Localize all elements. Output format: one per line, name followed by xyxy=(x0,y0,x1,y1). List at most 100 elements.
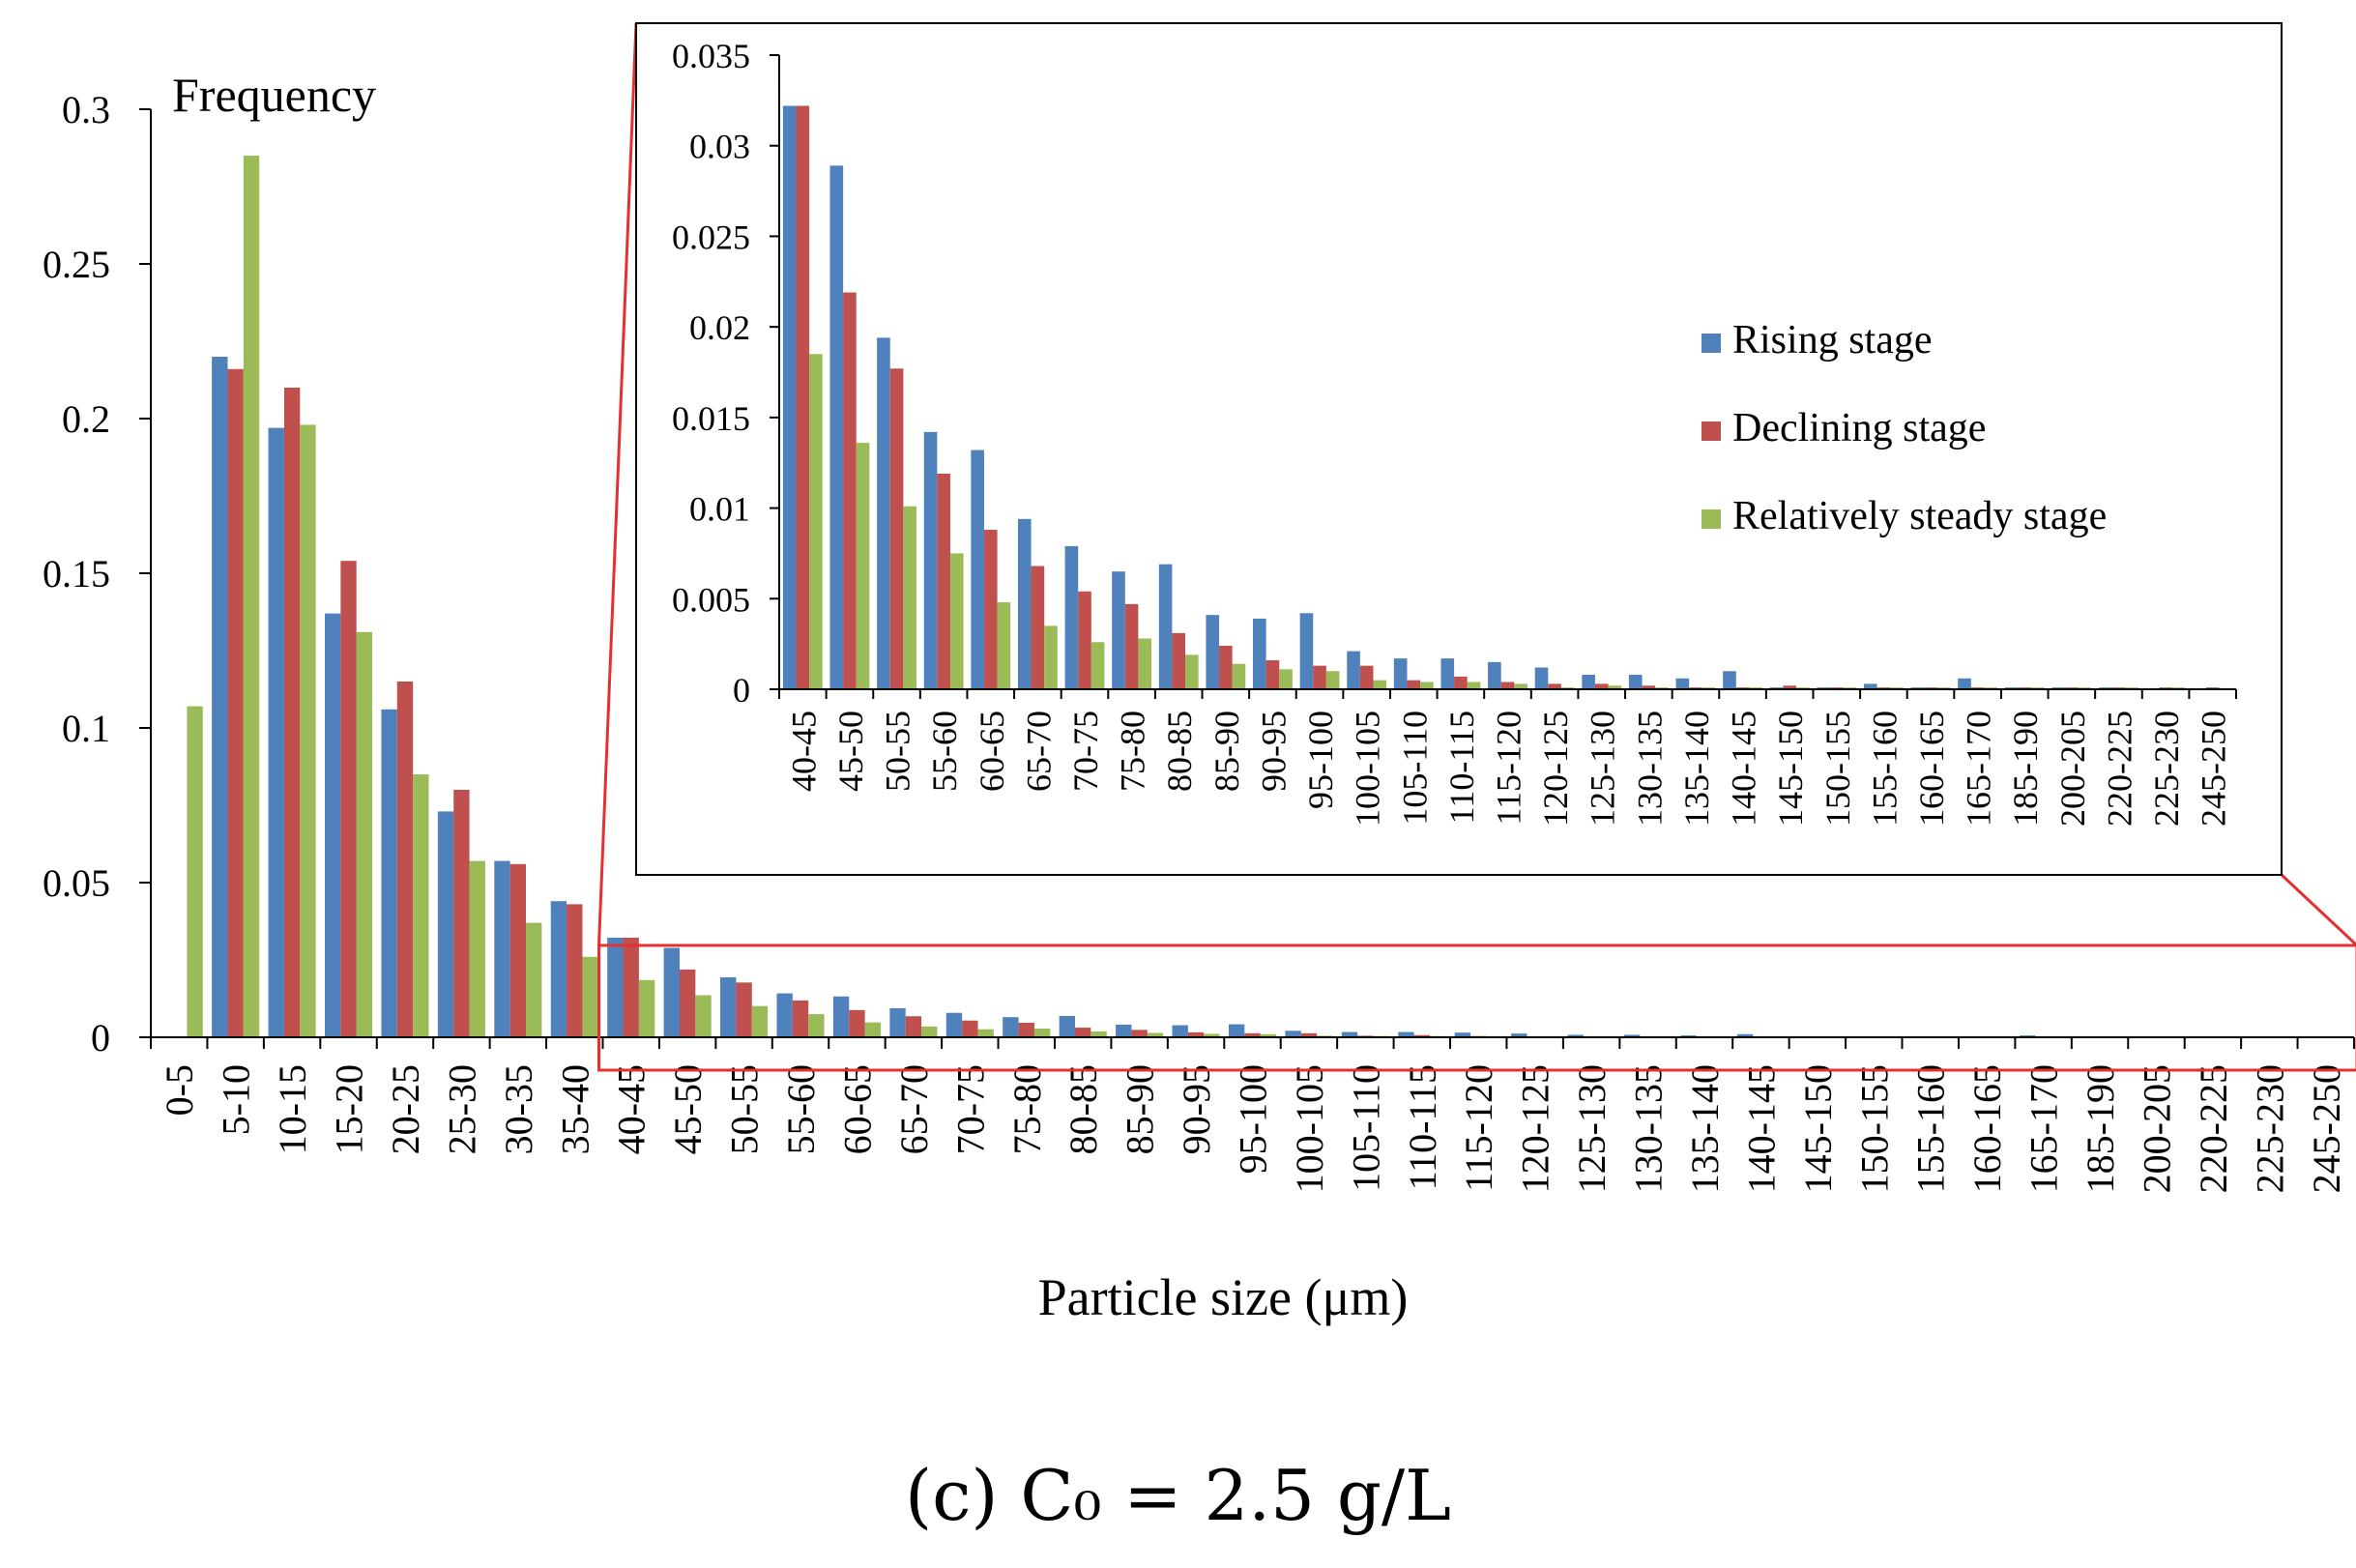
inset-bar-declining-stage-75-80 xyxy=(1124,603,1139,689)
inset-bar-relatively-steady-stage-125-130 xyxy=(1608,685,1622,689)
main-x-tick-label: 15-20 xyxy=(328,1064,371,1154)
main-bar-rising-stage-20-25 xyxy=(381,709,397,1037)
inset-bar-declining-stage-105-110 xyxy=(1407,680,1421,689)
main-x-tick-label: 40-45 xyxy=(610,1064,654,1154)
inset-bar-relatively-steady-stage-55-60 xyxy=(949,553,964,689)
inset-bar-declining-stage-110-115 xyxy=(1454,676,1468,689)
inset-bar-rising-stage-135-140 xyxy=(1675,678,1690,689)
inset-x-tick-label: 90-95 xyxy=(1254,711,1293,792)
inset-x-tick-label: 110-115 xyxy=(1442,711,1481,824)
inset-bar-relatively-steady-stage-90-95 xyxy=(1279,669,1293,689)
inset-bar-declining-stage-95-100 xyxy=(1313,665,1326,689)
main-y-tick-label: 0.1 xyxy=(62,707,110,750)
inset-x-tick-label: 155-160 xyxy=(1865,711,1904,827)
main-y-tick-label: 0 xyxy=(91,1016,110,1060)
main-bar-rising-stage-55-60 xyxy=(776,993,793,1037)
main-bar-rising-stage-75-80 xyxy=(1003,1017,1019,1037)
inset-bar-declining-stage-120-125 xyxy=(1548,683,1561,689)
main-bar-rising-stage-80-85 xyxy=(1059,1015,1076,1037)
main-bar-rising-stage-95-100 xyxy=(1228,1024,1245,1037)
main-bar-rising-stage-60-65 xyxy=(832,996,850,1037)
inset-x-tick-label: 45-50 xyxy=(831,711,870,792)
inset-bar-relatively-steady-stage-105-110 xyxy=(1420,682,1434,689)
inset-bar-relatively-steady-stage-110-115 xyxy=(1467,682,1481,689)
main-bar-rising-stage-15-20 xyxy=(324,613,341,1037)
main-bar-declining-stage-15-20 xyxy=(340,561,357,1037)
inset-bar-rising-stage-155-160 xyxy=(1863,683,1877,689)
main-bar-relatively-steady-stage-0-5 xyxy=(187,706,203,1037)
inset-x-tick-label: 185-190 xyxy=(2006,711,2045,827)
inset-x-tick-label: 85-90 xyxy=(1207,711,1246,792)
main-bar-relatively-steady-stage-55-60 xyxy=(808,1014,825,1037)
inset-bar-rising-stage-85-90 xyxy=(1206,615,1220,689)
main-bar-relatively-steady-stage-30-35 xyxy=(526,922,542,1037)
main-x-tick-label: 225-230 xyxy=(2248,1064,2291,1193)
inset-bar-rising-stage-105-110 xyxy=(1393,658,1408,689)
legend-label-declining-stage: Declining stage xyxy=(1732,406,1986,450)
main-bar-rising-stage-140-145 xyxy=(1736,1033,1754,1037)
inset-x-tick-label: 130-135 xyxy=(1630,711,1669,827)
main-bar-declining-stage-70-75 xyxy=(962,1020,978,1037)
inset-x-tick-label: 120-125 xyxy=(1536,711,1575,827)
main-bar-declining-stage-75-80 xyxy=(1018,1022,1034,1037)
inset-bar-rising-stage-55-60 xyxy=(923,431,938,689)
main-bar-declining-stage-55-60 xyxy=(792,1000,809,1037)
inset-x-tick-label: 95-100 xyxy=(1301,711,1340,809)
main-bar-declining-stage-35-40 xyxy=(567,904,583,1037)
main-x-tick-label: 115-120 xyxy=(1457,1064,1500,1192)
inset-x-tick-label: 80-85 xyxy=(1160,711,1199,792)
inset-bar-rising-stage-65-70 xyxy=(1017,518,1032,689)
main-x-tick-label: 5-10 xyxy=(215,1064,258,1135)
inset-bar-rising-stage-125-130 xyxy=(1582,675,1595,689)
legend-label-rising-stage: Rising stage xyxy=(1732,318,1933,363)
inset-y-tick-label: 0.025 xyxy=(672,218,750,256)
main-y-tick-label: 0.3 xyxy=(62,88,110,131)
main-x-tick-label: 150-155 xyxy=(1852,1064,1896,1193)
main-x-tick-label: 75-80 xyxy=(1005,1064,1049,1154)
main-bar-relatively-steady-stage-45-50 xyxy=(695,995,712,1037)
inset-bar-rising-stage-80-85 xyxy=(1158,564,1173,689)
main-x-tick-label: 65-70 xyxy=(892,1064,936,1154)
legend-swatch-rising-stage xyxy=(1702,334,1721,353)
inset-x-tick-label: 70-75 xyxy=(1066,711,1105,792)
inset-y-tick-label: 0.03 xyxy=(689,128,750,166)
inset-bar-rising-stage-130-135 xyxy=(1628,675,1643,689)
main-bar-declining-stage-50-55 xyxy=(736,982,752,1037)
inset-bar-declining-stage-65-70 xyxy=(1031,566,1045,689)
inset-bar-declining-stage-100-105 xyxy=(1359,665,1374,689)
inset-x-tick-label: 115-120 xyxy=(1490,711,1528,826)
inset-bar-rising-stage-100-105 xyxy=(1347,651,1360,689)
inset-bar-declining-stage-90-95 xyxy=(1265,660,1280,689)
main-bar-rising-stage-45-50 xyxy=(663,947,680,1037)
inset-bar-declining-stage-85-90 xyxy=(1219,646,1233,689)
main-y-tick-label: 0.25 xyxy=(43,243,110,286)
inset-bar-rising-stage-45-50 xyxy=(829,165,844,689)
inset-x-tick-label: 245-250 xyxy=(2195,711,2233,827)
zoom-connector-right xyxy=(2280,873,2356,947)
inset-bar-declining-stage-130-135 xyxy=(1642,685,1656,689)
main-bar-rising-stage-110-115 xyxy=(1398,1031,1414,1037)
main-x-tick-label: 245-250 xyxy=(2305,1064,2348,1193)
inset-bar-rising-stage-95-100 xyxy=(1299,613,1314,689)
inset-x-tick-label: 55-60 xyxy=(925,711,964,792)
inset-x-tick-label: 140-145 xyxy=(1725,711,1763,827)
main-x-tick-label: 55-60 xyxy=(779,1064,823,1154)
figure-caption: (c) C₀ = 2.5 g/L xyxy=(905,1455,1451,1536)
inset-y-tick-label: 0.015 xyxy=(672,399,750,438)
main-bar-declining-stage-65-70 xyxy=(905,1016,922,1037)
main-bar-rising-stage-10-15 xyxy=(268,427,284,1038)
main-x-tick-label: 125-130 xyxy=(1570,1064,1614,1193)
main-bar-declining-stage-25-30 xyxy=(453,790,470,1037)
legend-swatch-declining-stage xyxy=(1702,421,1721,441)
main-bar-relatively-steady-stage-70-75 xyxy=(977,1029,994,1037)
main-y-tick-label: 0.05 xyxy=(43,861,110,905)
inset-bar-relatively-steady-stage-50-55 xyxy=(903,506,916,689)
main-bar-rising-stage-35-40 xyxy=(550,901,567,1037)
inset-x-tick-label: 160-165 xyxy=(1912,711,1951,827)
inset-bar-relatively-steady-stage-75-80 xyxy=(1138,638,1152,689)
main-bar-declining-stage-110-115 xyxy=(1413,1034,1430,1037)
main-x-tick-label: 100-105 xyxy=(1288,1064,1331,1193)
inset-y-tick-label: 0.005 xyxy=(672,580,750,619)
main-x-tick-label: 25-30 xyxy=(440,1064,483,1154)
inset-x-tick-label: 50-55 xyxy=(879,711,917,792)
